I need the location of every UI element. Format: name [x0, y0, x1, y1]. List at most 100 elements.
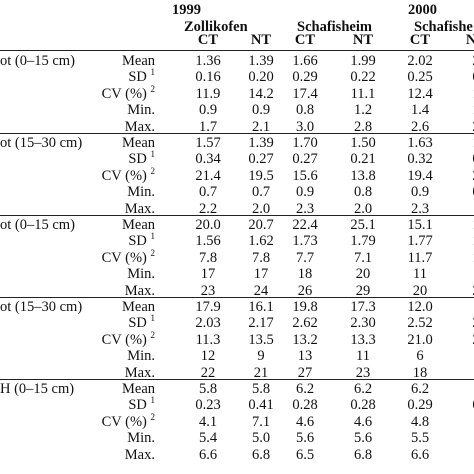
table-cell: 0	[446, 185, 474, 200]
table-cell: 0.9	[198, 102, 218, 119]
table-cell: 0.32	[407, 151, 433, 168]
table-cell: 2.62	[292, 315, 318, 332]
table-cell: 7.1	[353, 249, 373, 266]
table-cell: 6.2	[410, 381, 430, 397]
table-cell: 7.1	[251, 413, 271, 430]
table-cell: 5.6	[353, 430, 373, 447]
table-cell: 0.28	[350, 397, 376, 414]
stat-name: Max.	[124, 118, 155, 135]
table-cell: 4.6	[353, 413, 373, 430]
table-cell: 23	[200, 282, 216, 299]
table-cell: 5.0	[251, 430, 271, 447]
table-cell: 21.0	[407, 331, 433, 348]
table-cell: 11.1	[350, 85, 376, 102]
table-cell: 15.6	[292, 167, 318, 184]
table-cell: 17	[253, 266, 269, 283]
table-cell: 2.0	[251, 200, 271, 217]
stat-label: Mean	[60, 136, 155, 151]
stat-name: CV (%)	[101, 413, 147, 430]
table-cell: 1.57	[195, 135, 221, 151]
stat-name: Mean	[121, 381, 155, 397]
table-cell: 4.1	[198, 413, 218, 430]
group-divider	[0, 133, 474, 134]
col-nt-1: NT	[250, 32, 272, 48]
table-cell: 1	[446, 234, 474, 249]
table-cell: 0.27	[292, 151, 318, 168]
table-cell: 1	[446, 251, 474, 266]
table-cell: 6	[416, 348, 424, 365]
stat-label: SD 1	[60, 395, 156, 414]
table-cell: 0.8	[295, 102, 315, 119]
footnote-marker: 2	[150, 165, 156, 176]
stat-label: SD 1	[60, 314, 155, 331]
table-cell: 0.7	[251, 184, 271, 201]
table-cell: 0.16	[195, 69, 221, 86]
stat-name: Min.	[127, 266, 155, 283]
group-label: H (0–15 cm)	[0, 381, 75, 397]
stat-label: SD 1	[60, 150, 155, 168]
table-cell: 1.2	[353, 102, 373, 119]
col-ct-2: CT	[294, 32, 316, 48]
table-cell: 6.6	[410, 446, 430, 463]
table-cell: 19.4	[407, 167, 433, 184]
table-cell: 29	[355, 282, 371, 299]
footnote-marker: 2	[150, 411, 156, 422]
table-cell: 0	[446, 398, 474, 413]
group-label: ot (0–15 cm)	[0, 53, 75, 69]
stat-label: CV (%) 2	[60, 248, 155, 266]
year-1999-label: 1999	[172, 2, 201, 18]
table-cell: 2.8	[353, 118, 373, 135]
stat-label: Mean	[60, 382, 155, 397]
table-cell: 0.7	[198, 184, 218, 201]
site-schafisheim-label: Schafisheim	[297, 19, 372, 35]
table-cell: 25.1	[350, 217, 376, 233]
table-cell: 1	[446, 103, 474, 118]
group-divider	[0, 379, 474, 380]
table-cell: 20.0	[195, 217, 221, 233]
table-cell: 2	[446, 169, 474, 184]
stat-name: CV (%)	[101, 85, 147, 102]
table-cell: 16.1	[248, 299, 274, 315]
table-cell: 0.9	[295, 184, 315, 201]
stat-label: Mean	[60, 218, 155, 233]
table-cell: 2	[446, 284, 474, 299]
stat-label: Min.	[60, 103, 155, 118]
stat-label: Max.	[60, 365, 155, 381]
table-cell: 0.9	[410, 184, 430, 201]
table-cell: 2.1	[251, 118, 271, 135]
col-ct-3: CT	[409, 32, 431, 48]
stat-label: Min.	[60, 267, 155, 282]
group-label: ot (0–15 cm)	[0, 217, 75, 233]
table-cell: 6.5	[295, 446, 315, 463]
table-cell: 0.25	[407, 69, 433, 86]
stat-name: Min.	[127, 102, 155, 119]
stat-label: Min.	[60, 349, 155, 364]
stat-name: SD	[128, 397, 147, 414]
stat-name: Mean	[121, 217, 155, 233]
table-cell: 0.34	[195, 151, 221, 168]
table-cell: 2.17	[248, 315, 274, 332]
table-cell: 20	[355, 266, 371, 283]
table-cell: 1.50	[350, 135, 376, 151]
table-cell: 1.77	[407, 233, 433, 250]
stat-name: Mean	[121, 299, 155, 315]
table-cell: 27	[297, 364, 313, 381]
table-cell: 1.66	[292, 53, 318, 69]
stat-label: Min.	[60, 185, 155, 200]
table-cell: 0.41	[248, 397, 274, 414]
table-cell: 11	[413, 266, 427, 283]
table-cell: 13.3	[350, 331, 376, 348]
table-cell: 2	[446, 120, 474, 135]
table-cell: 20	[412, 282, 428, 299]
table-cell: 0.8	[353, 184, 373, 201]
table-cell: 1	[446, 87, 474, 102]
year-2000-label: 2000	[408, 2, 437, 18]
stat-name: SD	[128, 151, 147, 168]
table-cell: 13.2	[292, 331, 318, 348]
stat-label: Mean	[60, 54, 155, 69]
table-cell: 2.03	[195, 315, 221, 332]
table-cell: 19.8	[292, 299, 318, 315]
table-cell: 26	[297, 282, 313, 299]
footnote-marker: 1	[150, 395, 156, 406]
stat-name: Max.	[124, 200, 155, 217]
